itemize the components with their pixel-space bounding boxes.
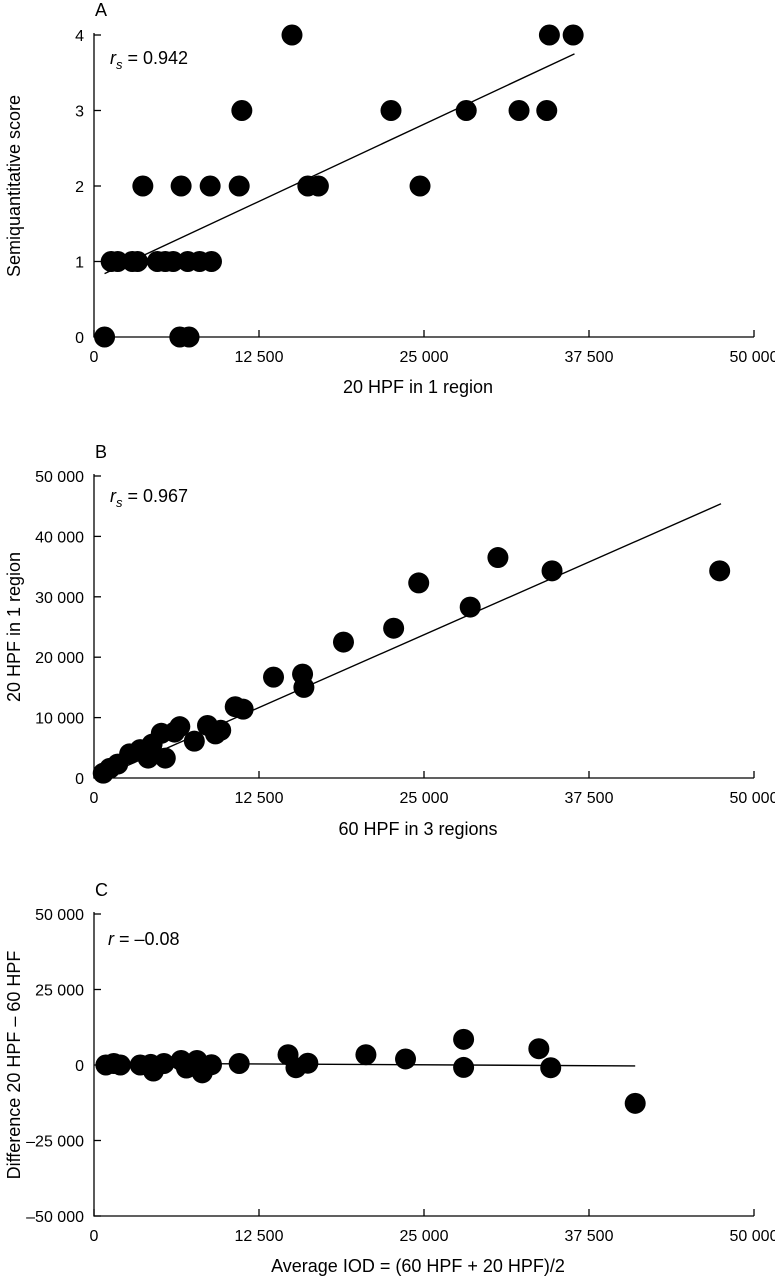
data-point	[162, 251, 184, 272]
x-axis-title: 60 HPF in 3 regions	[338, 819, 497, 839]
regression-line	[104, 53, 575, 275]
y-axis-title: Difference 20 HPF – 60 HPF	[4, 951, 24, 1180]
data-point	[459, 596, 481, 618]
panel-letter: B	[95, 442, 107, 462]
data-point	[355, 1044, 377, 1066]
data-point	[380, 100, 402, 121]
data-point	[210, 719, 232, 741]
correlation-stat: rs = 0.967	[110, 486, 188, 510]
data-point	[508, 100, 530, 121]
x-tick-label: 25 000	[400, 349, 449, 366]
x-tick-label: 12 500	[235, 1228, 284, 1245]
y-axis-title: 20 HPF in 1 region	[4, 552, 24, 702]
data-point	[307, 175, 329, 197]
data-point	[562, 24, 584, 46]
data-point	[170, 175, 192, 197]
x-tick-label: 50 000	[730, 1228, 775, 1245]
y-tick-label: 0	[75, 1058, 84, 1075]
data-point	[332, 631, 354, 653]
data-point	[228, 175, 250, 197]
data-point	[455, 100, 477, 121]
x-tick-label: 0	[90, 790, 99, 807]
data-point	[540, 1057, 562, 1079]
data-point	[200, 1054, 222, 1076]
data-point	[199, 175, 221, 197]
data-point	[624, 1092, 646, 1114]
data-point	[281, 24, 303, 46]
panel-c: 0 12 500 25 000 37 500 50 000 –50 000 –25 000 0…	[4, 880, 775, 1276]
y-tick-label: 20 000	[35, 650, 84, 667]
x-axis-title: 20 HPF in 1 region	[343, 377, 493, 397]
data-point	[183, 730, 205, 752]
y-tick-label: 50 000	[35, 907, 84, 924]
y-tick-label: 2	[75, 179, 84, 196]
data-point	[109, 1054, 131, 1076]
y-tick-label: 0	[75, 330, 84, 347]
y-tick-label: 40 000	[35, 529, 84, 546]
data-point	[293, 676, 315, 698]
x-tick-label: 25 000	[400, 790, 449, 807]
y-tick-label: 4	[75, 28, 84, 45]
y-tick-label: –50 000	[26, 1209, 84, 1226]
data-point	[528, 1038, 550, 1060]
correlation-stat: r = –0.08	[108, 929, 180, 949]
data-point	[154, 747, 176, 769]
y-tick-label: –25 000	[26, 1134, 84, 1151]
x-tick-label: 25 000	[400, 1228, 449, 1245]
x-tick-label: 0	[90, 349, 99, 366]
x-tick-label: 37 500	[565, 349, 614, 366]
y-tick-label: 1	[75, 255, 84, 272]
y-axis-title: Semiquantitative score	[4, 95, 24, 277]
data-point	[231, 100, 253, 121]
correlation-stat: rs = 0.942	[110, 48, 188, 72]
x-tick-label: 0	[90, 1228, 99, 1245]
y-tick-label: 30 000	[35, 590, 84, 607]
y-tick-label: 50 000	[35, 469, 84, 486]
y-tick-label: 3	[75, 104, 84, 121]
data-point	[228, 1052, 250, 1074]
data-point	[408, 572, 430, 594]
x-tick-label: 37 500	[565, 1228, 614, 1245]
data-point	[536, 100, 558, 121]
data-point	[169, 716, 191, 738]
data-point	[178, 326, 200, 348]
panel-letter: A	[95, 0, 107, 20]
data-point	[297, 1052, 319, 1074]
data-point	[409, 175, 431, 197]
x-tick-label: 12 500	[235, 790, 284, 807]
panel-letter: C	[95, 880, 108, 900]
data-point	[107, 251, 129, 272]
data-point	[200, 251, 222, 272]
data-point	[383, 617, 405, 639]
data-point	[709, 560, 731, 582]
data-point	[541, 560, 563, 582]
panel-a: 0 12 500 25 000 37 500 50 000 0 1 2 3 4 20 HPF in …	[4, 0, 775, 397]
data-point	[453, 1028, 475, 1050]
data-point	[453, 1056, 475, 1078]
x-tick-label: 12 500	[235, 349, 284, 366]
x-tick-label: 37 500	[565, 790, 614, 807]
y-tick-label: 10 000	[35, 711, 84, 728]
x-tick-label: 50 000	[730, 349, 775, 366]
data-point	[153, 1052, 175, 1074]
x-tick-label: 50 000	[730, 790, 775, 807]
data-point	[127, 251, 149, 272]
data-point	[263, 666, 285, 688]
data-point	[232, 698, 254, 720]
data-point	[395, 1048, 417, 1070]
data-point	[487, 547, 509, 569]
data-point	[538, 24, 560, 46]
data-point	[94, 326, 116, 348]
y-tick-label: 25 000	[35, 983, 84, 1000]
x-axis-title: Average IOD = (60 HPF + 20 HPF)/2	[271, 1256, 565, 1276]
panel-b: 0 12 500 25 000 37 500 50 000 0 10 000 20 000 30…	[4, 442, 775, 839]
y-tick-label: 0	[75, 771, 84, 788]
data-point	[132, 175, 154, 197]
